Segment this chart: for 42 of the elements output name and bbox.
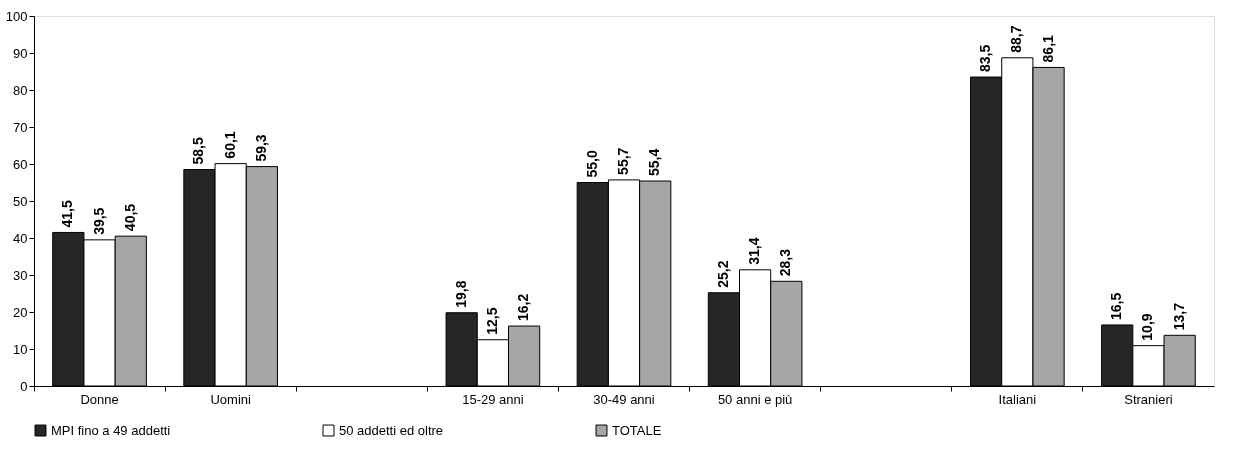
data-label: 55,7 <box>615 147 631 175</box>
data-label: 60,1 <box>221 131 238 159</box>
x-tick-label: 30-49 anni <box>593 391 655 407</box>
legend-label: MPI fino a 49 addetti <box>51 422 171 438</box>
data-label: 86,1 <box>1039 34 1056 63</box>
data-label: 58,5 <box>190 137 207 165</box>
data-label: 41,5 <box>59 199 76 228</box>
data-label: 16,5 <box>1108 292 1125 320</box>
data-label: 25,2 <box>714 260 731 288</box>
y-tick-label: 100 <box>5 8 28 24</box>
y-tick-label: 0 <box>20 378 28 394</box>
data-label: 28,3 <box>777 248 794 277</box>
x-tick-label: Stranieri <box>1124 391 1173 407</box>
x-tick-label: Italiani <box>998 391 1037 407</box>
x-tick-label: Uomini <box>210 391 251 407</box>
x-tick-label: 15-29 anni <box>462 391 524 407</box>
legend-label: 50 addetti ed oltre <box>339 422 444 438</box>
data-label: 55,4 <box>646 148 663 177</box>
legend-label: TOTALE <box>612 422 662 438</box>
data-label: 39,5 <box>90 207 107 235</box>
y-tick-label: 90 <box>13 45 28 61</box>
y-tick-label: 20 <box>13 304 28 320</box>
data-label: 83,5 <box>977 44 994 73</box>
data-label: 59,3 <box>252 134 269 162</box>
data-label: 13,7 <box>1170 302 1187 331</box>
data-label: 19,8 <box>452 280 469 308</box>
y-tick-label: 50 <box>13 193 28 209</box>
data-label: 16,2 <box>515 293 532 322</box>
data-label: 10,9 <box>1139 313 1156 341</box>
y-tick-label: 30 <box>13 267 28 283</box>
y-tick-label: 10 <box>13 341 28 357</box>
data-label: 40,5 <box>121 203 138 232</box>
y-tick-label: 80 <box>13 82 28 98</box>
y-tick-label: 60 <box>13 156 28 172</box>
x-tick-label: Donne <box>80 391 119 407</box>
y-tick-label: 70 <box>13 119 28 135</box>
data-label: 88,7 <box>1008 25 1025 53</box>
x-tick-label: 50 anni e più <box>717 391 793 407</box>
data-label: 12,5 <box>483 307 500 335</box>
data-label: 55,0 <box>583 150 600 178</box>
y-tick-label: 40 <box>13 230 28 246</box>
data-label: 31,4 <box>746 237 763 265</box>
